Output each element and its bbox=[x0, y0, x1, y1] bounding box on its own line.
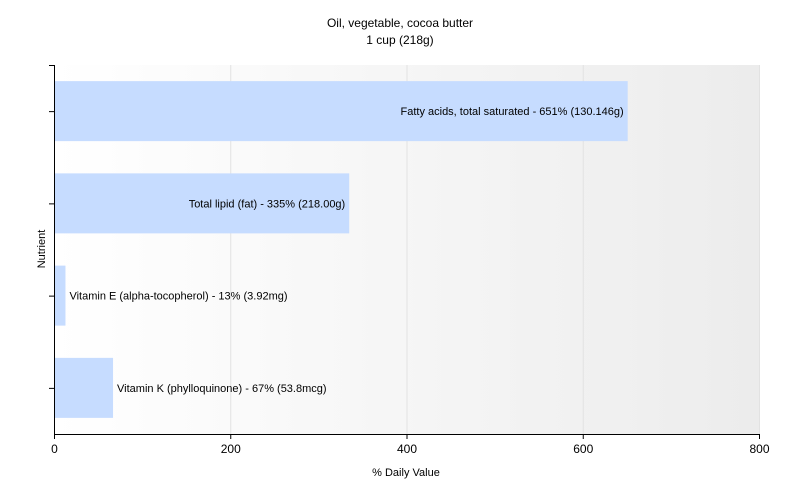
x-tick-label: 600 bbox=[573, 442, 593, 456]
axes: 0 200 400 600 800 bbox=[49, 65, 770, 456]
bar-label: Vitamin K (phylloquinone) - 67% (53.8mcg… bbox=[117, 383, 327, 395]
bar bbox=[54, 357, 114, 418]
y-axis-title: Nutrient bbox=[36, 230, 48, 269]
bar-label: Vitamin E (alpha-tocopherol) - 13% (3.92… bbox=[69, 291, 287, 303]
x-tick-label: 800 bbox=[749, 442, 769, 456]
chart-subtitle: 1 cup (218g) bbox=[366, 33, 433, 47]
bars bbox=[54, 81, 628, 418]
bar bbox=[54, 81, 628, 142]
x-axis-title: % Daily Value bbox=[372, 467, 440, 479]
bar bbox=[54, 265, 66, 326]
x-tick-label: 0 bbox=[51, 442, 58, 456]
bar-label: Total lipid (fat) - 335% (218.00g) bbox=[189, 198, 346, 210]
bar bbox=[54, 173, 350, 234]
chart-title: Oil, vegetable, cocoa butter bbox=[327, 16, 473, 30]
x-tick-label: 400 bbox=[397, 442, 417, 456]
x-tick-label: 200 bbox=[221, 442, 241, 456]
bar-labels: Fatty acids, total saturated - 651% (130… bbox=[69, 106, 623, 395]
bar-label: Fatty acids, total saturated - 651% (130… bbox=[401, 106, 624, 118]
